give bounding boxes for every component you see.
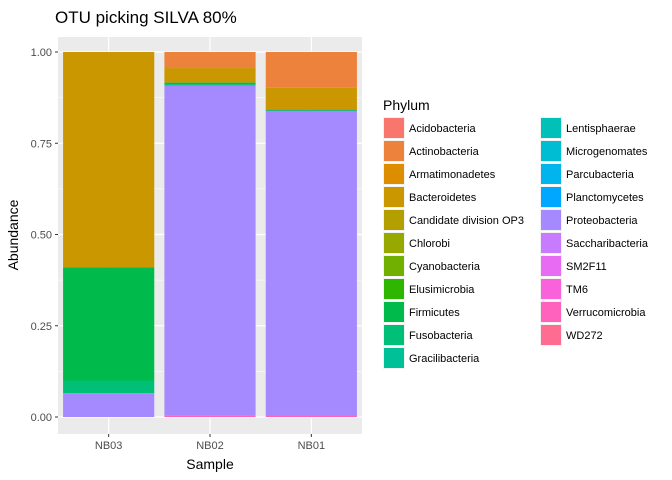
legend-swatch xyxy=(384,233,404,253)
y-tick-label: 0.75 xyxy=(31,138,52,150)
legend-label: Verrucomicrobia xyxy=(566,307,646,319)
legend-swatch xyxy=(541,118,561,138)
chart-title: OTU picking SILVA 80% xyxy=(55,8,237,27)
legend-swatch xyxy=(541,279,561,299)
legend-label: Actinobacteria xyxy=(409,146,480,158)
legend-label: WD272 xyxy=(566,330,603,342)
bar-segment xyxy=(63,52,155,268)
bar-segment xyxy=(164,85,256,416)
bar-segment xyxy=(63,393,155,417)
y-tick-label: 0.00 xyxy=(31,412,52,424)
legend-label: Lentisphaerae xyxy=(566,123,636,135)
legend-swatch xyxy=(384,348,404,368)
bar-segment xyxy=(265,109,357,111)
bar-segment xyxy=(164,52,256,69)
legend-label: Chlorobi xyxy=(409,238,450,250)
legend-swatch xyxy=(384,256,404,276)
legend-swatch xyxy=(384,118,404,138)
bar-segment xyxy=(164,82,256,85)
legend-swatch xyxy=(541,302,561,322)
y-tick-label: 0.50 xyxy=(31,230,52,242)
x-axis-title: Sample xyxy=(186,456,234,472)
bar-segment xyxy=(164,84,256,86)
legend-label: Gracilibacteria xyxy=(409,353,480,365)
legend-label: Parcubacteria xyxy=(566,169,635,181)
legend-swatch xyxy=(541,141,561,161)
legend-swatch xyxy=(541,325,561,345)
legend-label: Fusobacteria xyxy=(409,330,473,342)
legend: Phylum Acidobacteria Actinobacteria Armati… xyxy=(383,97,649,369)
legend-label: Candidate division OP3 xyxy=(409,215,524,227)
legend-label: SM2F11 xyxy=(566,261,607,273)
bars xyxy=(63,52,357,417)
legend-swatch xyxy=(384,187,404,207)
bar-segment xyxy=(63,267,155,381)
y-tick-label: 1.00 xyxy=(31,47,52,59)
bar-segment xyxy=(265,415,357,417)
legend-swatch xyxy=(384,279,404,299)
bar-segment xyxy=(164,68,256,83)
legend-label: Saccharibacteria xyxy=(566,238,649,250)
legend-swatch xyxy=(541,210,561,230)
legend-swatch xyxy=(384,210,404,230)
legend-label: Bacteroidetes xyxy=(409,192,477,204)
y-axis: 0.00 0.25 0.50 0.75 1.00 xyxy=(31,47,58,424)
legend-title: Phylum xyxy=(383,97,430,113)
bar-segment xyxy=(265,87,357,110)
legend-label: Acidobacteria xyxy=(409,123,477,135)
legend-swatch xyxy=(541,233,561,253)
legend-label: TM6 xyxy=(566,284,588,296)
legend-label: Cyanobacteria xyxy=(409,261,481,273)
bar-segment xyxy=(265,110,357,416)
y-axis-title: Abundance xyxy=(5,199,21,270)
x-tick-label: NB02 xyxy=(196,440,224,452)
y-tick-label: 0.25 xyxy=(31,321,52,333)
x-axis: NB03 NB02 NB01 xyxy=(95,434,325,452)
legend-label: Planctomycetes xyxy=(566,192,644,204)
bar-segment xyxy=(63,380,155,394)
legend-swatch xyxy=(541,187,561,207)
legend-label: Elusimicrobia xyxy=(409,284,475,296)
x-tick-label: NB01 xyxy=(298,440,326,452)
bar-segment xyxy=(164,415,256,417)
legend-swatch xyxy=(541,256,561,276)
legend-swatch xyxy=(384,325,404,345)
legend-label: Firmicutes xyxy=(409,307,460,319)
bar-segment xyxy=(265,52,357,88)
x-tick-label: NB03 xyxy=(95,440,123,452)
legend-swatch xyxy=(541,164,561,184)
legend-swatch xyxy=(384,164,404,184)
legend-swatch xyxy=(384,302,404,322)
legend-label: Proteobacteria xyxy=(566,215,638,227)
legend-swatch xyxy=(384,141,404,161)
legend-label: Microgenomates xyxy=(566,146,648,158)
legend-label: Armatimonadetes xyxy=(409,169,496,181)
